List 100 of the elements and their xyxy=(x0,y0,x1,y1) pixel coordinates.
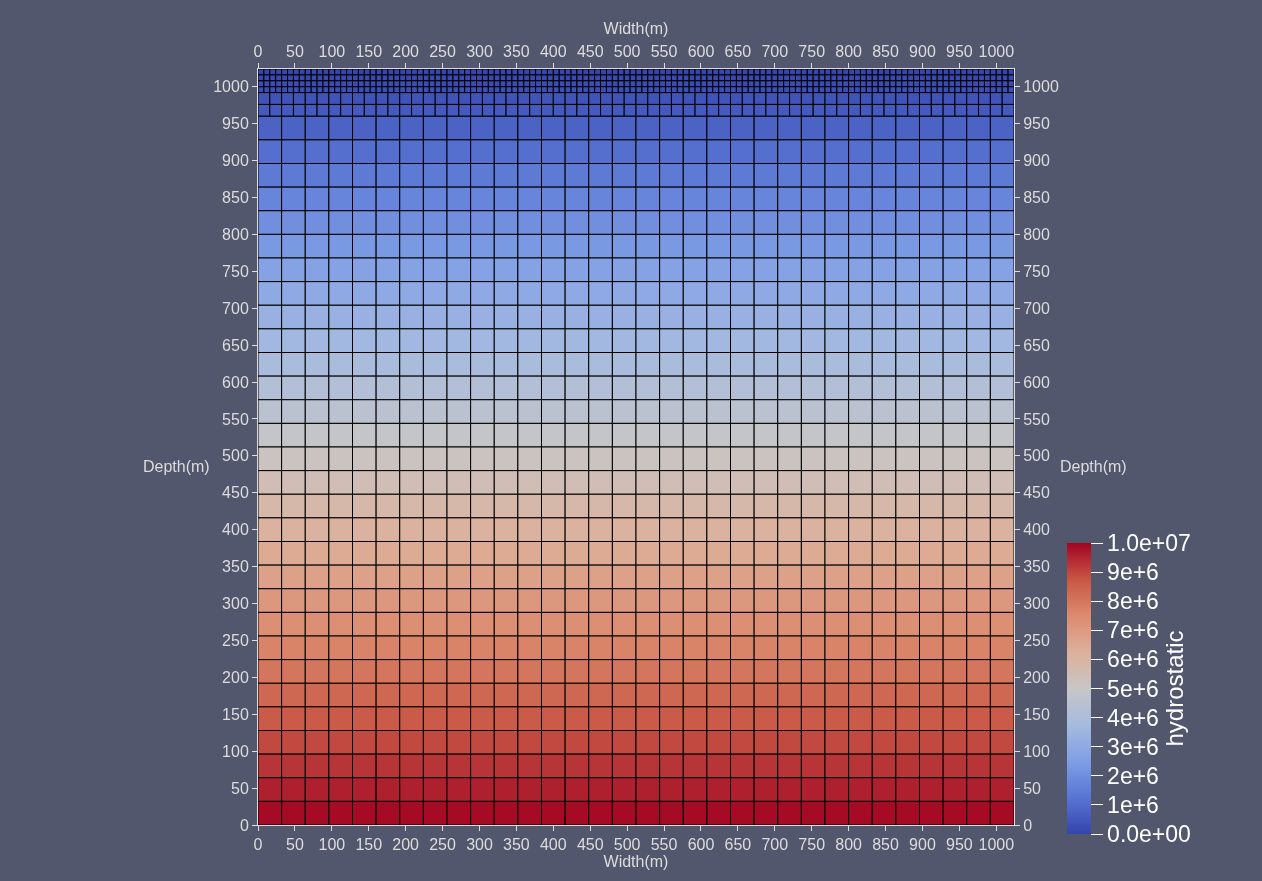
color-bar-label: 8e+6 xyxy=(1107,588,1159,615)
x2-tick-label: 650 xyxy=(724,836,752,854)
y2-tick-label: 50 xyxy=(1023,779,1042,797)
x2-tick-label: 750 xyxy=(798,836,826,854)
x-tick-label: 450 xyxy=(576,42,604,60)
x2-tick-label: 800 xyxy=(835,836,863,854)
y2-tick-label: 950 xyxy=(1023,115,1050,133)
x2-tick-label: 150 xyxy=(355,836,383,854)
y2-tick-label: 550 xyxy=(1023,410,1050,428)
y-tick-label: 350 xyxy=(222,558,249,576)
x2-tick-label: 200 xyxy=(392,836,420,854)
x2-tick-label: 950 xyxy=(946,836,973,854)
x-tick-label: 600 xyxy=(687,42,715,60)
y2-tick-label: 100 xyxy=(1023,742,1050,760)
y2-tick-label: 900 xyxy=(1023,152,1050,170)
color-bar-label: 1.0e+07 xyxy=(1107,530,1191,557)
y-tick-label: 950 xyxy=(222,115,249,133)
y2-tick-label: 800 xyxy=(1023,225,1050,243)
x-tick-label: 650 xyxy=(724,42,752,60)
y2-tick-label: 850 xyxy=(1023,189,1050,207)
y2-tick-label: 500 xyxy=(1023,447,1050,465)
x2-tick-label: 0 xyxy=(253,836,263,854)
y2-tick-label: 700 xyxy=(1023,299,1050,317)
y2-tick-label: 0 xyxy=(1023,816,1033,834)
color-bar-label: 7e+6 xyxy=(1107,617,1159,644)
y-tick-label: 450 xyxy=(222,484,249,502)
y-tick-label: 200 xyxy=(222,668,249,686)
x2-tick-label: 500 xyxy=(613,836,641,854)
x-tick-label: 850 xyxy=(872,42,899,60)
x2-tick-label: 250 xyxy=(429,836,457,854)
y-tick-label: 100 xyxy=(222,742,249,760)
x-tick-label: 550 xyxy=(650,42,678,60)
color-bar-label: 6e+6 xyxy=(1107,646,1159,673)
x2-tick-label: 700 xyxy=(761,836,789,854)
color-bar-label: 4e+6 xyxy=(1107,704,1159,731)
x-tick-label: 250 xyxy=(429,42,457,60)
x-tick-label: 300 xyxy=(466,42,493,60)
color-bar-label: 2e+6 xyxy=(1107,762,1159,789)
y-tick-label: 800 xyxy=(222,225,249,243)
x-tick-label: 400 xyxy=(539,42,567,60)
y2-axis-title: Depth(m) xyxy=(1060,458,1127,475)
y-tick-label: 1000 xyxy=(213,78,249,96)
x2-tick-label: 450 xyxy=(576,836,604,854)
x-tick-label: 750 xyxy=(798,42,826,60)
x-tick-label: 100 xyxy=(318,42,346,60)
y-tick-label: 50 xyxy=(231,779,249,797)
y-tick-label: 400 xyxy=(222,521,249,539)
color-bar-label: 5e+6 xyxy=(1107,675,1159,702)
x2-tick-label: 550 xyxy=(650,836,678,854)
y2-tick-label: 150 xyxy=(1023,705,1050,723)
y2-tick-label: 350 xyxy=(1023,558,1050,576)
y-tick-label: 700 xyxy=(222,299,249,317)
color-bar-label: 0.0e+00 xyxy=(1107,821,1191,848)
x2-tick-label: 350 xyxy=(503,836,530,854)
x-tick-label: 150 xyxy=(355,42,383,60)
x2-tick-label: 900 xyxy=(909,836,936,854)
x2-tick-label: 100 xyxy=(318,836,346,854)
y2-tick-label: 750 xyxy=(1023,262,1050,280)
y2-tick-label: 400 xyxy=(1023,521,1050,539)
y-tick-label: 600 xyxy=(222,373,249,391)
x2-tick-label: 50 xyxy=(286,836,304,854)
y-tick-label: 650 xyxy=(222,336,249,354)
y-tick-label: 900 xyxy=(222,152,249,170)
x-tick-label: 800 xyxy=(835,42,863,60)
y2-tick-label: 450 xyxy=(1023,484,1050,502)
y-tick-label: 550 xyxy=(222,410,249,428)
x-tick-label: 350 xyxy=(503,42,530,60)
x-axis-title: Width(m) xyxy=(603,853,669,871)
y-tick-label: 850 xyxy=(222,189,249,207)
y-tick-label: 250 xyxy=(222,632,249,650)
y-tick-label: 500 xyxy=(222,447,249,465)
color-bar-label: 9e+6 xyxy=(1107,559,1159,586)
color-bar-label: 1e+6 xyxy=(1107,791,1159,818)
y-tick-label: 0 xyxy=(239,816,249,834)
y2-tick-label: 250 xyxy=(1023,632,1050,650)
x2-tick-label: 400 xyxy=(539,836,567,854)
x-tick-label: 700 xyxy=(761,42,789,60)
y2-tick-label: 300 xyxy=(1023,595,1050,613)
x2-tick-label: 300 xyxy=(466,836,493,854)
color-bar-label: 3e+6 xyxy=(1107,733,1159,760)
y2-tick-label: 600 xyxy=(1023,373,1050,391)
x-tick-label: 900 xyxy=(909,42,936,60)
y-tick-label: 150 xyxy=(222,705,249,723)
y2-tick-label: 650 xyxy=(1023,336,1050,354)
y2-tick-label: 200 xyxy=(1023,668,1050,686)
x-tick-label: 1000 xyxy=(978,42,1015,60)
x2-tick-label: 600 xyxy=(687,836,715,854)
x2-axis-title: Width(m) xyxy=(603,20,669,38)
y-tick-label: 750 xyxy=(222,262,249,280)
color-bar-title: hydrostatic xyxy=(1160,630,1188,747)
x-tick-label: 200 xyxy=(392,42,420,60)
x-tick-label: 0 xyxy=(253,42,263,60)
x2-tick-label: 1000 xyxy=(978,836,1015,854)
y-tick-label: 300 xyxy=(222,595,249,613)
x-tick-label: 950 xyxy=(946,42,973,60)
y2-tick-label: 1000 xyxy=(1023,78,1059,96)
x-tick-label: 500 xyxy=(613,42,641,60)
x2-tick-label: 850 xyxy=(872,836,899,854)
y-axis-title: Depth(m) xyxy=(143,458,210,475)
x-tick-label: 50 xyxy=(286,42,304,60)
